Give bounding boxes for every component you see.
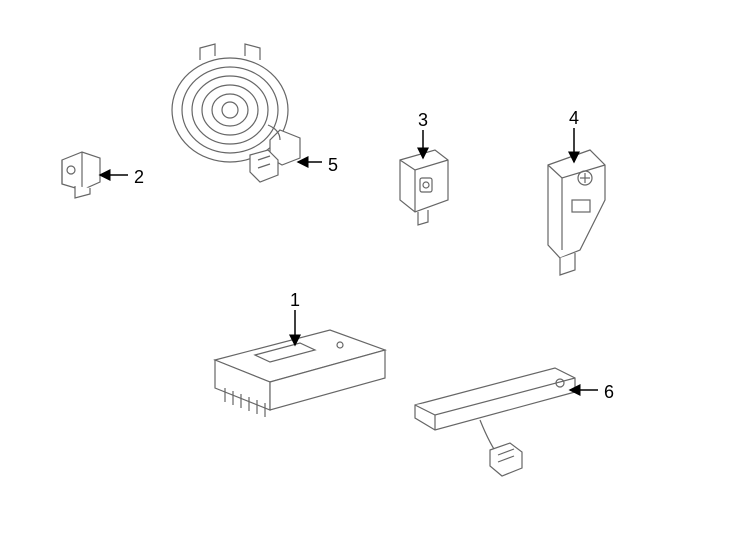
label-2: 2	[134, 167, 144, 188]
label-4: 4	[569, 108, 579, 129]
label-5: 5	[328, 155, 338, 176]
parts-diagram	[0, 0, 734, 540]
part-clock-spring	[172, 44, 300, 182]
part-impact-sensor-a	[400, 150, 448, 225]
part-control-module	[215, 330, 385, 417]
part-occupant-sensor-mat	[415, 368, 575, 476]
label-1: 1	[290, 290, 300, 311]
label-3: 3	[418, 110, 428, 131]
part-impact-sensor-b	[548, 150, 605, 275]
part-front-sensor	[62, 152, 100, 198]
label-6: 6	[604, 382, 614, 403]
